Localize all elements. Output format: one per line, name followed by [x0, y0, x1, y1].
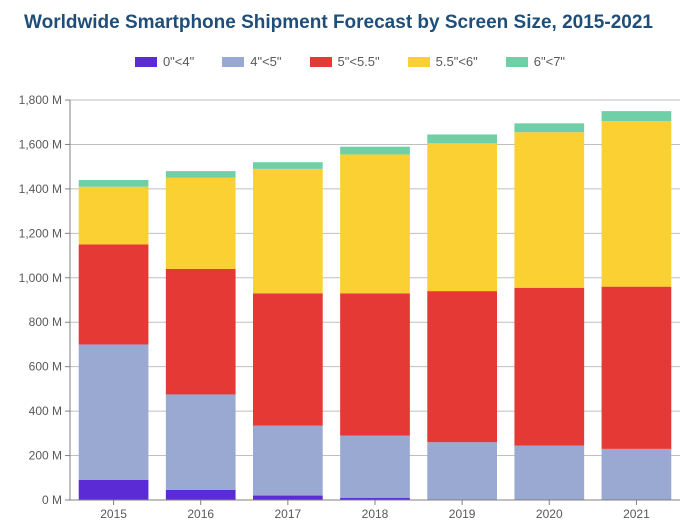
x-axis-tick-label: 2020 [536, 507, 563, 521]
bar-segment [514, 446, 584, 500]
bar-segment [79, 187, 149, 245]
y-axis-tick-label: 1,800 M [19, 93, 62, 107]
bar-segment [253, 293, 323, 425]
bar-segment [340, 436, 410, 498]
bar-segment [514, 123, 584, 132]
bar-segment [340, 293, 410, 435]
bar-segment [79, 344, 149, 480]
y-axis-tick-label: 0 M [42, 493, 62, 507]
bar-segment [340, 154, 410, 293]
y-axis-tick-label: 600 M [29, 360, 62, 374]
x-axis-tick-label: 2021 [623, 507, 650, 521]
bar-segment [79, 180, 149, 187]
bar-segment [602, 111, 672, 121]
bar-segment [166, 394, 236, 490]
bar-segment [427, 143, 497, 291]
bar-segment [602, 287, 672, 449]
bar-segment [79, 480, 149, 500]
y-axis-tick-label: 200 M [29, 449, 62, 463]
y-axis-tick-label: 1,400 M [19, 182, 62, 196]
y-axis-tick-label: 400 M [29, 404, 62, 418]
y-axis-tick-label: 1,000 M [19, 271, 62, 285]
bar-segment [253, 496, 323, 500]
bar-segment [427, 291, 497, 442]
x-axis-tick-label: 2018 [362, 507, 389, 521]
y-axis-tick-label: 1,200 M [19, 226, 62, 240]
bar-segment [514, 288, 584, 446]
bar-segment [166, 269, 236, 395]
bar-segment [166, 490, 236, 500]
bar-segment [253, 426, 323, 496]
bar-segment [166, 178, 236, 269]
stacked-bar-chart: 0 M 200 M 400 M 600 M 800 M 1,000 M 1,200 M 1,4… [0, 0, 700, 528]
bar-segment [427, 442, 497, 500]
bar-segment [514, 132, 584, 288]
bar-segment [253, 162, 323, 169]
bar-segment [602, 121, 672, 287]
bar-segment [340, 147, 410, 155]
bar-segment [602, 449, 672, 500]
x-axis-tick-label: 2015 [100, 507, 127, 521]
x-axis-tick-label: 2019 [449, 507, 476, 521]
bar-segment [253, 169, 323, 293]
bar-segment [79, 244, 149, 344]
x-axis-tick-label: 2017 [275, 507, 302, 521]
y-axis-tick-label: 1,600 M [19, 137, 62, 151]
bar-segment [166, 171, 236, 178]
x-axis-tick-label: 2016 [187, 507, 214, 521]
bar-segment [427, 134, 497, 143]
y-axis-tick-label: 800 M [29, 315, 62, 329]
